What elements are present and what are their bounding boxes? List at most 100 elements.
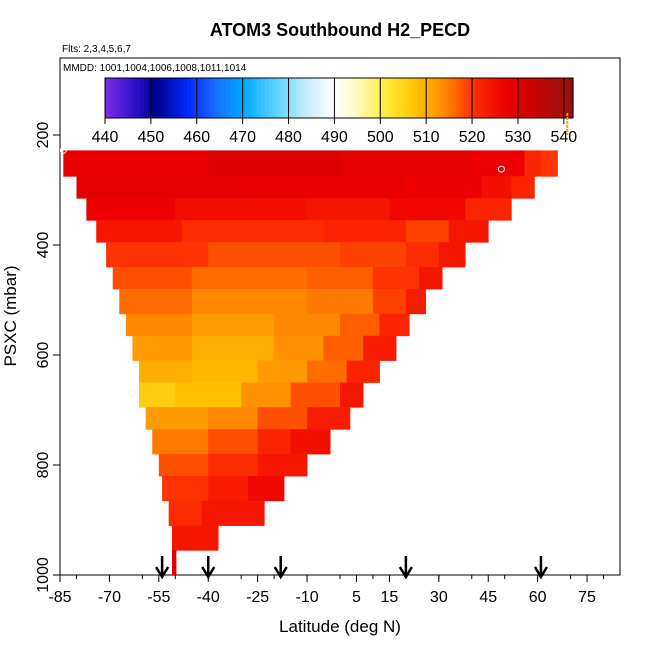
colorbar-swatch [565, 78, 570, 118]
colorbar-swatch [179, 78, 184, 118]
y-axis: 200 400 600 800 1000 [35, 122, 60, 593]
colorbar-swatch [448, 78, 453, 118]
heatmap-cell [191, 360, 259, 383]
colorbar-swatch [229, 78, 235, 118]
colorbar-swatch [155, 78, 161, 118]
colorbar-swatch [151, 78, 157, 118]
heatmap-cell [241, 176, 407, 199]
x-tick-label: -10 [295, 589, 318, 606]
colorbar-swatch [495, 78, 500, 118]
open-circle-marker [60, 146, 67, 154]
colorbar-tick-label: 440 [92, 129, 119, 146]
colorbar-swatch [276, 78, 282, 118]
x-tick-label: -25 [246, 589, 269, 606]
heatmap-cell [379, 313, 410, 337]
colorbar-swatch [526, 78, 531, 118]
colorbar-swatch [307, 78, 313, 118]
colorbar-swatch [257, 78, 262, 118]
heatmap-cell [363, 335, 397, 361]
heatmap-cell [290, 382, 341, 408]
colorbar-swatch [479, 78, 484, 118]
colorbar-swatch [183, 78, 188, 118]
colorbar-swatch [514, 78, 519, 118]
colorbar-swatch [264, 78, 270, 118]
heatmap-cell [181, 220, 324, 243]
colorbar-swatch [222, 78, 227, 118]
heatmap-cell [125, 313, 193, 337]
heatmap [63, 150, 558, 575]
colorbar-tick-label: 480 [275, 129, 302, 146]
y-axis-label: PSXC (mbar) [1, 265, 20, 366]
colorbar-swatch [175, 78, 180, 118]
colorbar-swatch [342, 78, 348, 118]
x-tick-label: 75 [578, 589, 596, 606]
x-axis: -85 -70 -55 -40 -25 -10 5 15 30 45 60 75 [48, 575, 605, 606]
colorbar-swatch [140, 78, 145, 118]
colorbar-swatch [323, 78, 328, 118]
heatmap-cell [191, 289, 308, 315]
colorbar-swatch [210, 78, 215, 118]
colorbar-swatch [354, 78, 360, 118]
flight-arrow-head [533, 566, 549, 580]
colorbar-swatch [346, 78, 352, 118]
colorbar-swatch [315, 78, 321, 118]
colorbar-swatch [463, 78, 469, 118]
heatmap-cell [162, 476, 209, 502]
colorbar-swatch [284, 78, 289, 118]
heatmap-cell [172, 550, 177, 575]
heatmap-cell [340, 150, 473, 177]
x-tick-label: 15 [381, 589, 399, 606]
colorbar-swatch [530, 78, 535, 118]
colorbar-swatch [350, 78, 356, 118]
heatmap-cell [405, 176, 483, 199]
y-tick-label: 200 [35, 122, 52, 149]
x-tick-label: 45 [479, 589, 497, 606]
heatmap-cell [145, 407, 209, 430]
colorbar-swatch [206, 78, 211, 118]
flight-arrows [155, 556, 549, 580]
heatmap-cell [448, 220, 489, 243]
heatmap-cell [511, 176, 535, 199]
colorbar-swatch [128, 78, 133, 118]
colorbar-swatch [553, 78, 558, 118]
colorbar-swatch [268, 78, 274, 118]
heatmap-cell [323, 220, 407, 243]
heatmap-cell [132, 335, 193, 361]
colorbar-swatch [436, 78, 441, 118]
colorbar-swatch [319, 78, 324, 118]
heatmap-cell [247, 476, 285, 502]
heatmap-cell [191, 313, 275, 337]
heatmap-cell [139, 360, 193, 383]
flight-arrow-head [155, 566, 170, 580]
open-circle-marker [497, 165, 505, 173]
colorbar-swatch [541, 78, 547, 118]
heatmap-cell [438, 242, 466, 268]
x-axis-label: Latitude (deg N) [279, 617, 401, 636]
colorbar-swatch [420, 78, 426, 118]
colorbar-swatch [506, 78, 512, 118]
colorbar-swatch [116, 78, 122, 118]
heatmap-cell [208, 476, 249, 502]
colorbar-swatch [502, 78, 508, 118]
colorbar-swatch [557, 78, 562, 118]
x-tick-label: -40 [197, 589, 220, 606]
heatmap-cell [340, 313, 380, 337]
colorbar-swatch [159, 78, 165, 118]
colorbar-swatch [147, 78, 153, 118]
colorbar-swatch [327, 78, 332, 118]
heatmap-cell [307, 198, 390, 221]
colorbar-swatch [417, 78, 422, 118]
colorbar-swatch [491, 78, 496, 118]
heatmap-cell [481, 176, 512, 199]
colorbar-ticks: 440 450 460 470 480 490 500 510 520 530 540 [92, 78, 577, 146]
colorbar-tick-label: 530 [505, 129, 532, 146]
colorbar-swatch [381, 78, 387, 118]
colorbar-tick-label: 540 [550, 129, 577, 146]
heatmap-cell [323, 335, 364, 361]
heatmap-cell [465, 198, 512, 221]
x-tick-label: 30 [430, 589, 448, 606]
colorbar-swatch [136, 78, 141, 118]
heatmap-cell [76, 176, 242, 199]
heatmap-cell [175, 382, 242, 408]
markers [60, 113, 569, 397]
